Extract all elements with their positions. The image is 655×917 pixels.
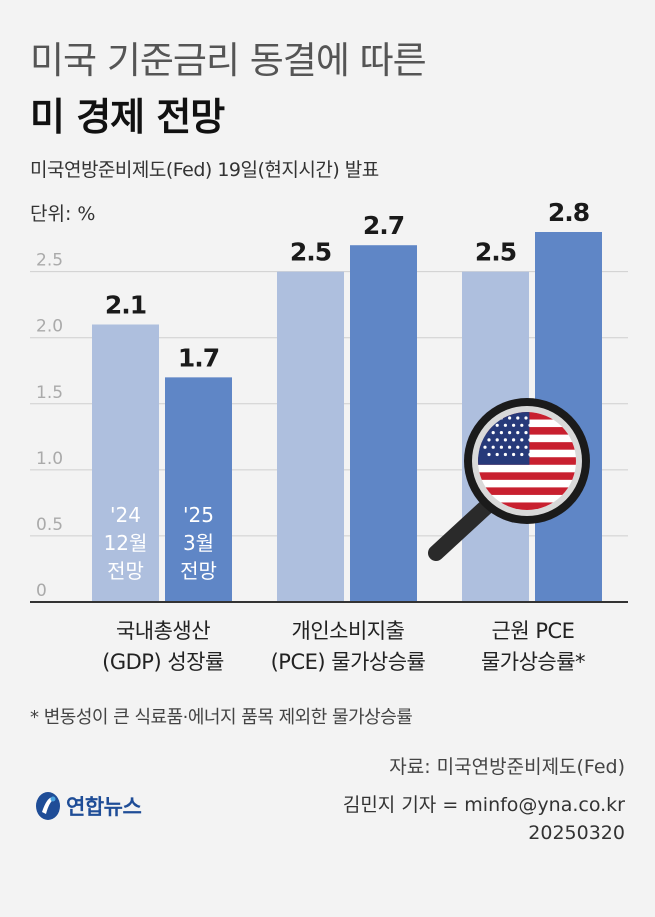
yonhap-logo: 연합뉴스 (34, 790, 142, 822)
bar (277, 271, 344, 602)
footnote: * 변동성이 큰 식료품·에너지 품목 제외한 물가상승률 (30, 707, 413, 728)
data-label: 2.7 (363, 211, 404, 240)
bar (92, 324, 159, 602)
bar (165, 377, 232, 602)
legend-label: 12월 (104, 531, 148, 555)
legend-label: '25 (183, 503, 214, 527)
data-label: 2.5 (290, 238, 331, 267)
x-category-label-line: 개인소비지출 (291, 619, 405, 643)
x-category-label-line: 근원 PCE (491, 619, 575, 643)
subtitle: 미국연방준비제도(Fed) 19일(현지시간) 발표 (30, 159, 379, 181)
title-line-2: 미 경제 전망 (30, 95, 225, 139)
legend-label: '24 (110, 503, 141, 527)
x-category-label-line: 물가상승률* (480, 650, 586, 674)
y-tick-label: 2.0 (36, 317, 63, 337)
logo-text: 연합뉴스 (66, 795, 142, 819)
x-category-label-line: (GDP) 성장률 (102, 650, 224, 674)
x-category-label-line: (PCE) 물가상승률 (270, 650, 426, 674)
y-tick-label: 1.5 (36, 383, 63, 403)
data-label: 2.8 (548, 198, 589, 227)
x-category-label: 개인소비지출 (PCE) 물가상승률 (253, 616, 443, 678)
x-category-label: 근원 PCE 물가상승률* (438, 616, 628, 678)
data-label: 2.5 (475, 238, 516, 267)
data-label: 2.1 (105, 291, 146, 320)
legend-label: 3월 (183, 531, 214, 555)
unit-label: 단위: % (30, 203, 96, 225)
magnifier-us-flag-icon (428, 398, 590, 561)
y-tick-label: 0 (36, 581, 47, 601)
y-tick-label: 2.5 (36, 251, 63, 271)
x-category-label: 국내총생산 (GDP) 성장률 (68, 616, 258, 678)
bar (350, 245, 417, 602)
reporter-credit: 김민지 기자 = minfo@yna.co.kr (342, 794, 625, 816)
data-label: 1.7 (178, 343, 219, 372)
legend-label: 전망 (107, 559, 144, 583)
title-line-1: 미국 기준금리 동결에 따른 (30, 39, 427, 82)
y-tick-label: 1.0 (36, 449, 63, 469)
x-category-label-line: 국내총생산 (115, 619, 211, 643)
yonhap-emblem-icon (36, 792, 60, 820)
publish-date: 20250320 (528, 822, 625, 844)
source-credit: 자료: 미국연방준비제도(Fed) (389, 756, 625, 778)
byline: 김민지 기자 = minfo@yna.co.kr 20250320 (343, 791, 625, 847)
y-tick-label: 0.5 (36, 515, 63, 535)
legend-label: 전망 (180, 559, 217, 583)
